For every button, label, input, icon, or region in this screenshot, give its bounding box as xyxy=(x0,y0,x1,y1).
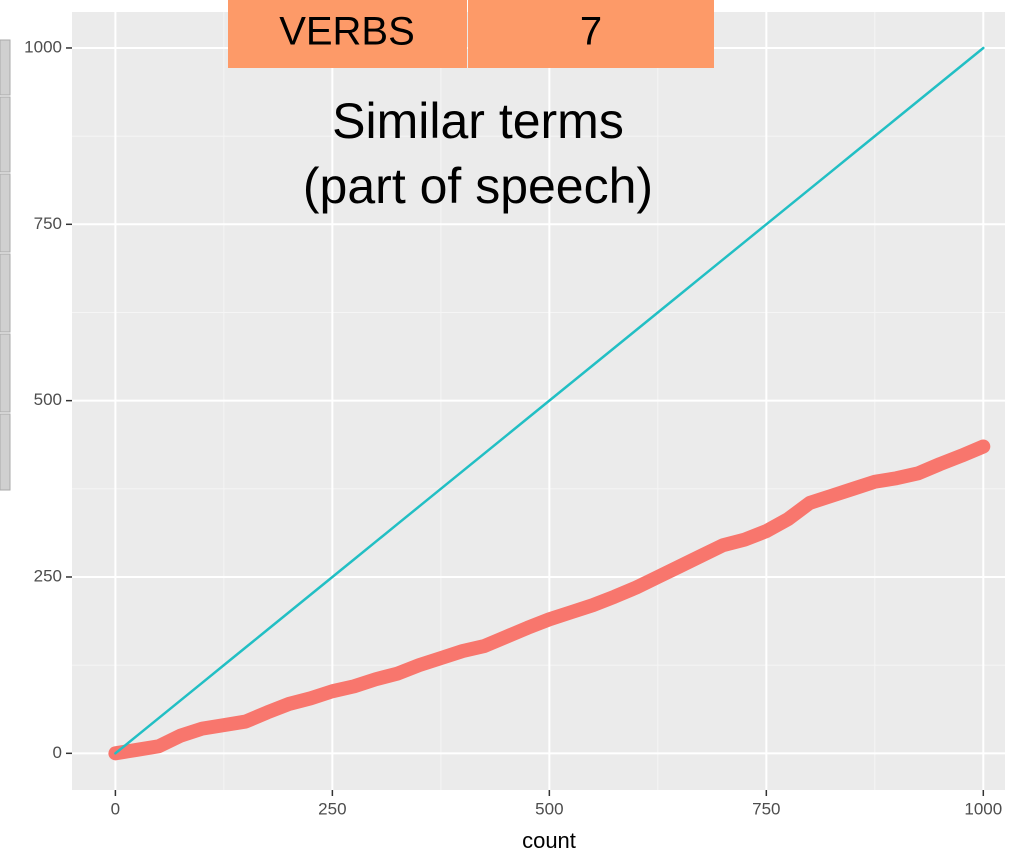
reference-line xyxy=(114,46,985,755)
sidebar-item xyxy=(0,96,11,173)
sidebar-item xyxy=(0,413,11,491)
x-tick-label: 1000 xyxy=(964,799,1002,818)
x-tick-label: 500 xyxy=(535,799,563,818)
x-tick-label: 750 xyxy=(752,799,780,818)
sidebar-item xyxy=(0,173,11,253)
x-tick-label: 0 xyxy=(111,799,120,818)
sidebar-item xyxy=(0,253,11,333)
sidebar-item xyxy=(0,39,11,96)
point-trail xyxy=(108,439,991,761)
header-label: VERBS xyxy=(279,10,415,54)
x-tick-label: 250 xyxy=(318,799,346,818)
header-cell xyxy=(228,0,467,68)
caption: Similar terms xyxy=(332,93,624,149)
y-tick-label: 250 xyxy=(34,566,62,585)
header-cell xyxy=(468,0,714,68)
sidebar-item xyxy=(0,333,11,413)
y-tick-label: 500 xyxy=(34,390,62,409)
caption: (part of speech) xyxy=(303,158,653,214)
axes: 0 250 500 750 1000 0 250 500 750 1000 xyxy=(24,37,1002,818)
y-tick-label: 750 xyxy=(34,214,62,233)
sidebar xyxy=(0,39,11,491)
header-value: 7 xyxy=(580,10,602,54)
y-tick-label: 0 xyxy=(53,743,62,762)
y-tick-label: 1000 xyxy=(24,37,62,56)
x-axis-label: count xyxy=(522,828,576,853)
marks xyxy=(108,46,991,761)
